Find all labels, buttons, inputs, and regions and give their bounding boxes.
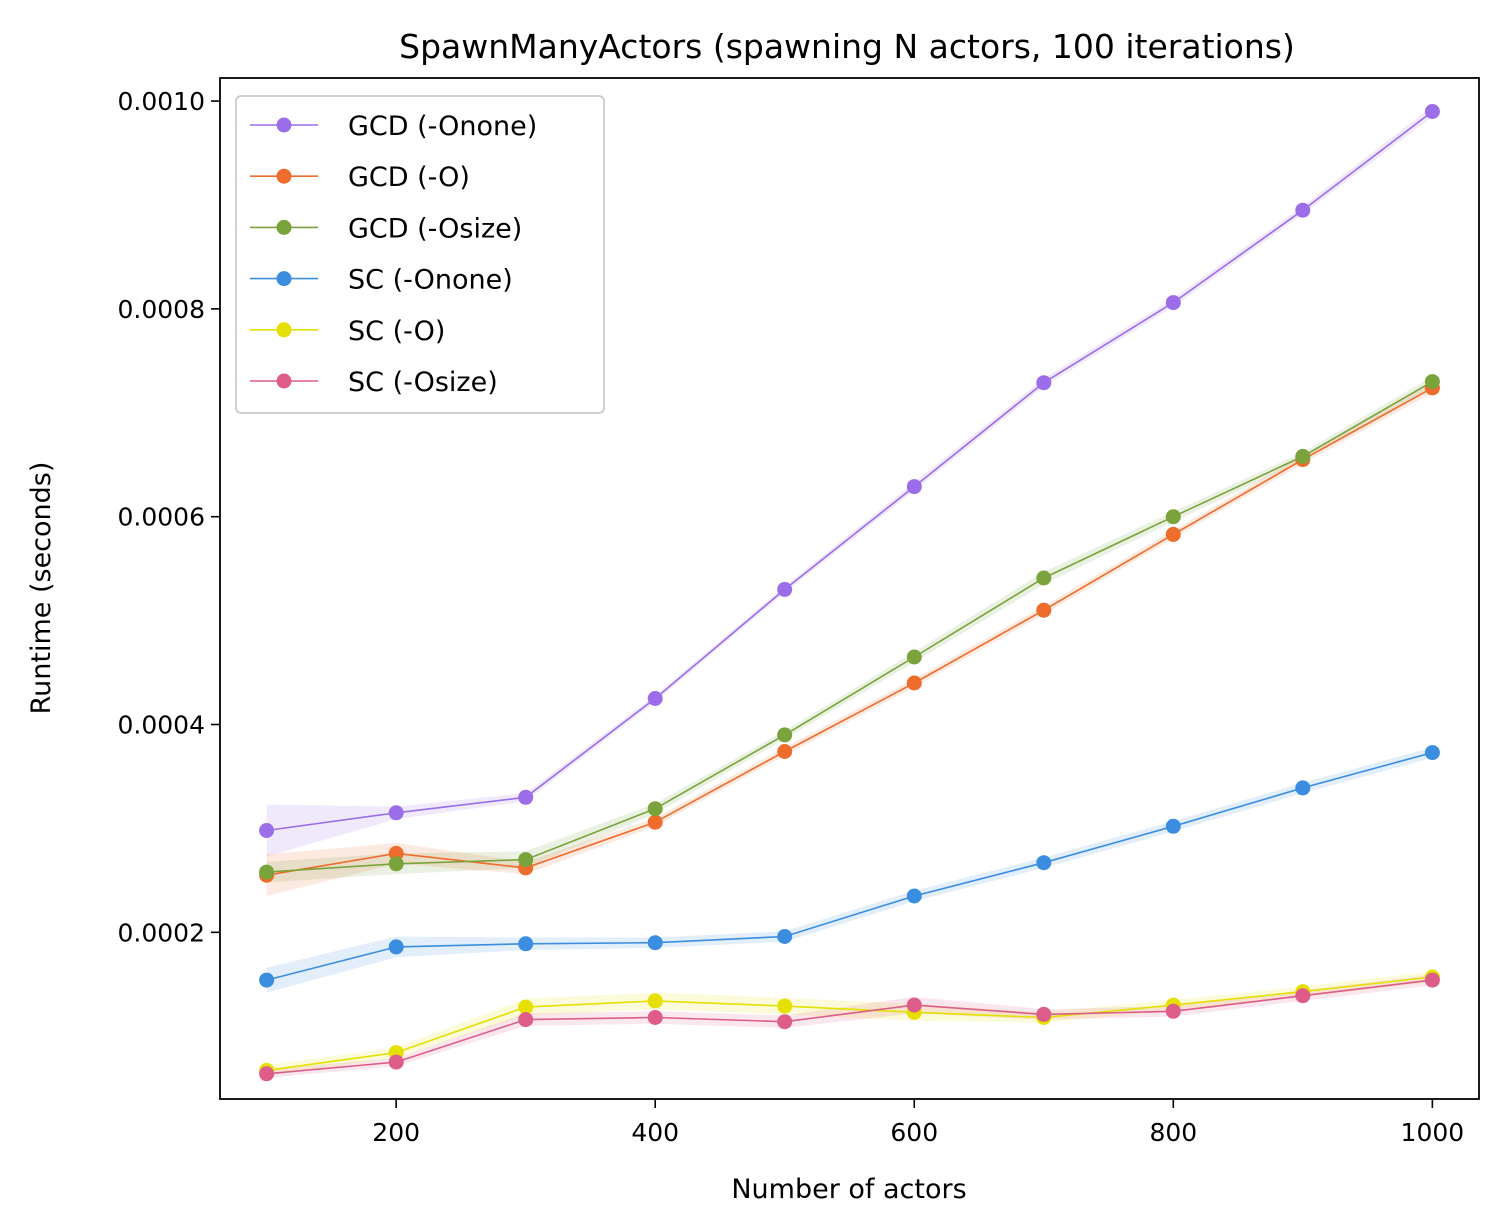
data-point bbox=[647, 935, 663, 951]
data-point bbox=[1295, 448, 1311, 464]
data-point bbox=[1036, 855, 1052, 871]
data-point bbox=[777, 998, 793, 1014]
x-tick-label: 400 bbox=[631, 1118, 679, 1147]
data-point bbox=[777, 744, 793, 759]
series-line-4 bbox=[266, 976, 1433, 1072]
x-axis-label: Number of actors bbox=[731, 1174, 966, 1205]
data-point bbox=[1424, 374, 1440, 390]
legend-label: SC (-Onone) bbox=[348, 265, 513, 296]
legend-marker bbox=[276, 117, 292, 133]
x-tick-label: 1000 bbox=[1401, 1118, 1465, 1147]
data-point bbox=[518, 1012, 534, 1028]
legend: GCD (-Onone) GCD (-O) GCD (-Osize) SC (-Ono… bbox=[235, 95, 605, 414]
data-point bbox=[388, 845, 404, 861]
series-line-2 bbox=[266, 380, 1433, 873]
series-line-5 bbox=[266, 979, 1433, 1075]
data-point bbox=[1295, 988, 1311, 1004]
data-point bbox=[1165, 1003, 1181, 1019]
legend-box bbox=[235, 95, 605, 414]
series-lines bbox=[266, 110, 1433, 1075]
legend-marker bbox=[276, 373, 292, 389]
x-tick-label: 800 bbox=[1149, 1118, 1197, 1147]
confidence-band-4 bbox=[266, 971, 1433, 1076]
data-point bbox=[1165, 295, 1181, 311]
y-tick-label: 0.0008 bbox=[118, 295, 205, 324]
legend-marker bbox=[276, 322, 292, 338]
data-point bbox=[1036, 1006, 1052, 1022]
data-point bbox=[1295, 780, 1311, 796]
data-point bbox=[1424, 104, 1440, 119]
x-tick-label: 200 bbox=[372, 1118, 420, 1147]
data-point bbox=[518, 852, 534, 868]
legend-label: SC (-Osize) bbox=[348, 367, 498, 398]
plot-frame bbox=[219, 77, 1480, 1100]
legend-label: GCD (-O) bbox=[348, 162, 470, 193]
legend-marker bbox=[276, 168, 292, 184]
data-point bbox=[1424, 745, 1440, 761]
legend-marker bbox=[276, 219, 292, 235]
data-point bbox=[388, 856, 404, 872]
legend-label: GCD (-Onone) bbox=[348, 111, 537, 142]
data-point bbox=[388, 939, 404, 955]
series-line-0 bbox=[266, 110, 1433, 832]
legend-marker bbox=[276, 271, 292, 287]
data-point bbox=[906, 649, 922, 665]
data-point bbox=[259, 864, 275, 880]
data-point bbox=[388, 1054, 404, 1070]
data-point bbox=[259, 1066, 275, 1082]
data-point bbox=[906, 997, 922, 1013]
data-point bbox=[1036, 375, 1052, 391]
data-point bbox=[906, 479, 922, 495]
x-tick-label: 600 bbox=[890, 1118, 938, 1147]
confidence-band-1 bbox=[266, 382, 1433, 896]
data-point bbox=[518, 936, 534, 952]
data-point bbox=[777, 727, 793, 743]
data-point bbox=[647, 691, 663, 706]
series-markers bbox=[259, 104, 1440, 1082]
confidence-band-5 bbox=[266, 974, 1433, 1078]
legend-label: SC (-O) bbox=[348, 316, 445, 347]
data-point bbox=[518, 999, 534, 1015]
series-line-3 bbox=[266, 751, 1433, 981]
data-point bbox=[777, 929, 793, 944]
data-point bbox=[1165, 526, 1181, 542]
data-point bbox=[259, 972, 275, 988]
y-tick-label: 0.0004 bbox=[118, 711, 205, 740]
series-line-1 bbox=[266, 387, 1433, 876]
y-tick-label: 0.0002 bbox=[118, 918, 205, 947]
data-point bbox=[518, 789, 534, 805]
data-point bbox=[647, 1010, 663, 1025]
y-tick-label: 0.0006 bbox=[118, 503, 205, 532]
data-point bbox=[777, 581, 793, 597]
data-point bbox=[388, 805, 404, 821]
data-point bbox=[777, 1014, 793, 1030]
data-point bbox=[1036, 570, 1052, 586]
data-point bbox=[1036, 602, 1052, 618]
data-point bbox=[259, 823, 275, 838]
y-axis-ticks: 0.0002 0.0004 0.0006 0.0008 0.0010 bbox=[118, 87, 220, 947]
x-axis-ticks: 200 400 600 800 1000 bbox=[372, 1099, 1464, 1147]
data-point bbox=[647, 993, 663, 1009]
legend-label: GCD (-Osize) bbox=[348, 213, 522, 244]
y-axis-label: Runtime (seconds) bbox=[26, 462, 57, 715]
y-tick-label: 0.0010 bbox=[118, 87, 205, 116]
data-point bbox=[1295, 202, 1311, 218]
data-point bbox=[1165, 509, 1181, 525]
data-point bbox=[906, 675, 922, 691]
data-point bbox=[906, 888, 922, 904]
data-point bbox=[647, 801, 663, 817]
confidence-bands bbox=[266, 106, 1433, 1078]
data-point bbox=[1165, 818, 1181, 834]
data-point bbox=[1424, 972, 1440, 988]
chart-title: SpawnManyActors (spawning N actors, 100 … bbox=[399, 27, 1295, 66]
data-point bbox=[647, 814, 663, 830]
